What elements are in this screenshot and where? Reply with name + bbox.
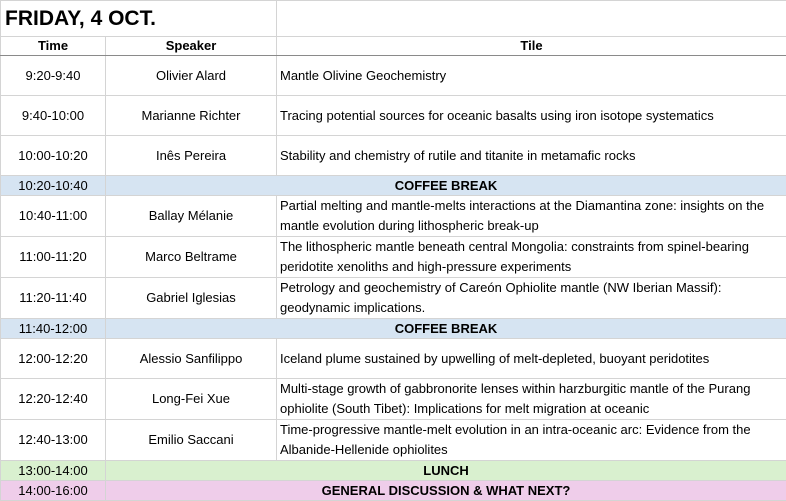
time-cell[interactable]: 11:00-11:20	[1, 237, 106, 278]
speaker-cell[interactable]: Olivier Alard	[106, 56, 277, 96]
table-row: 12:00-12:20 Alessio Sanfilippo Iceland p…	[1, 339, 786, 379]
table-row: 12:40-13:00 Emilio Saccani Time-progress…	[1, 420, 786, 461]
speaker-cell[interactable]: Gabriel Iglesias	[106, 278, 277, 319]
time-cell[interactable]: 11:40-12:00	[1, 319, 106, 339]
speaker-cell[interactable]: Ballay Mélanie	[106, 196, 277, 237]
lunch-label[interactable]: LUNCH	[106, 461, 786, 481]
time-cell[interactable]: 12:20-12:40	[1, 379, 106, 420]
coffee-break-label[interactable]: COFFEE BREAK	[106, 176, 786, 196]
table-row: 12:20-12:40 Long-Fei Xue Multi-stage gro…	[1, 379, 786, 420]
lunch-row: 13:00-14:00 LUNCH	[1, 461, 786, 481]
speaker-cell[interactable]: Emilio Saccani	[106, 420, 277, 461]
header-title[interactable]: Tile	[277, 37, 786, 56]
time-cell[interactable]: 14:00-16:00	[1, 481, 106, 501]
discussion-label[interactable]: GENERAL DISCUSSION & WHAT NEXT?	[106, 481, 786, 501]
coffee-break-row: 11:40-12:00 COFFEE BREAK	[1, 319, 786, 339]
title-cell[interactable]: Petrology and geochemistry of Careón Oph…	[277, 278, 786, 319]
header-speaker[interactable]: Speaker	[106, 37, 277, 56]
time-cell[interactable]: 12:40-13:00	[1, 420, 106, 461]
title-cell[interactable]: Stability and chemistry of rutile and ti…	[277, 136, 786, 176]
title-cell[interactable]: Iceland plume sustained by upwelling of …	[277, 339, 786, 379]
table-row: 10:00-10:20 Inês Pereira Stability and c…	[1, 136, 786, 176]
header-row: Time Speaker Tile	[1, 37, 786, 56]
speaker-cell[interactable]: Marianne Richter	[106, 96, 277, 136]
discussion-row: 14:00-16:00 GENERAL DISCUSSION & WHAT NE…	[1, 481, 786, 501]
table-row: 10:40-11:00 Ballay Mélanie Partial melti…	[1, 196, 786, 237]
title-cell[interactable]: Time-progressive mantle-melt evolution i…	[277, 420, 786, 461]
time-cell[interactable]: 9:20-9:40	[1, 56, 106, 96]
speaker-cell[interactable]: Alessio Sanfilippo	[106, 339, 277, 379]
day-title[interactable]: FRIDAY, 4 OCT.	[1, 1, 277, 37]
time-cell[interactable]: 9:40-10:00	[1, 96, 106, 136]
speaker-cell[interactable]: Long-Fei Xue	[106, 379, 277, 420]
time-cell[interactable]: 11:20-11:40	[1, 278, 106, 319]
title-cell[interactable]: Multi-stage growth of gabbronorite lense…	[277, 379, 786, 420]
title-cell[interactable]: The lithospheric mantle beneath central …	[277, 237, 786, 278]
time-cell[interactable]: 10:00-10:20	[1, 136, 106, 176]
speaker-cell[interactable]: Marco Beltrame	[106, 237, 277, 278]
table-row: 9:40-10:00 Marianne Richter Tracing pote…	[1, 96, 786, 136]
time-cell[interactable]: 10:20-10:40	[1, 176, 106, 196]
header-time[interactable]: Time	[1, 37, 106, 56]
title-row: FRIDAY, 4 OCT.	[1, 1, 786, 37]
time-cell[interactable]: 10:40-11:00	[1, 196, 106, 237]
speaker-cell[interactable]: Inês Pereira	[106, 136, 277, 176]
coffee-break-label[interactable]: COFFEE BREAK	[106, 319, 786, 339]
table-row: 9:20-9:40 Olivier Alard Mantle Olivine G…	[1, 56, 786, 96]
title-cell[interactable]: Mantle Olivine Geochemistry	[277, 56, 786, 96]
time-cell[interactable]: 12:00-12:20	[1, 339, 106, 379]
table-row: 11:20-11:40 Gabriel Iglesias Petrology a…	[1, 278, 786, 319]
coffee-break-row: 10:20-10:40 COFFEE BREAK	[1, 176, 786, 196]
title-empty-cell[interactable]	[277, 1, 786, 37]
time-cell[interactable]: 13:00-14:00	[1, 461, 106, 481]
title-cell[interactable]: Partial melting and mantle-melts interac…	[277, 196, 786, 237]
table-row: 11:00-11:20 Marco Beltrame The lithosphe…	[1, 237, 786, 278]
title-cell[interactable]: Tracing potential sources for oceanic ba…	[277, 96, 786, 136]
